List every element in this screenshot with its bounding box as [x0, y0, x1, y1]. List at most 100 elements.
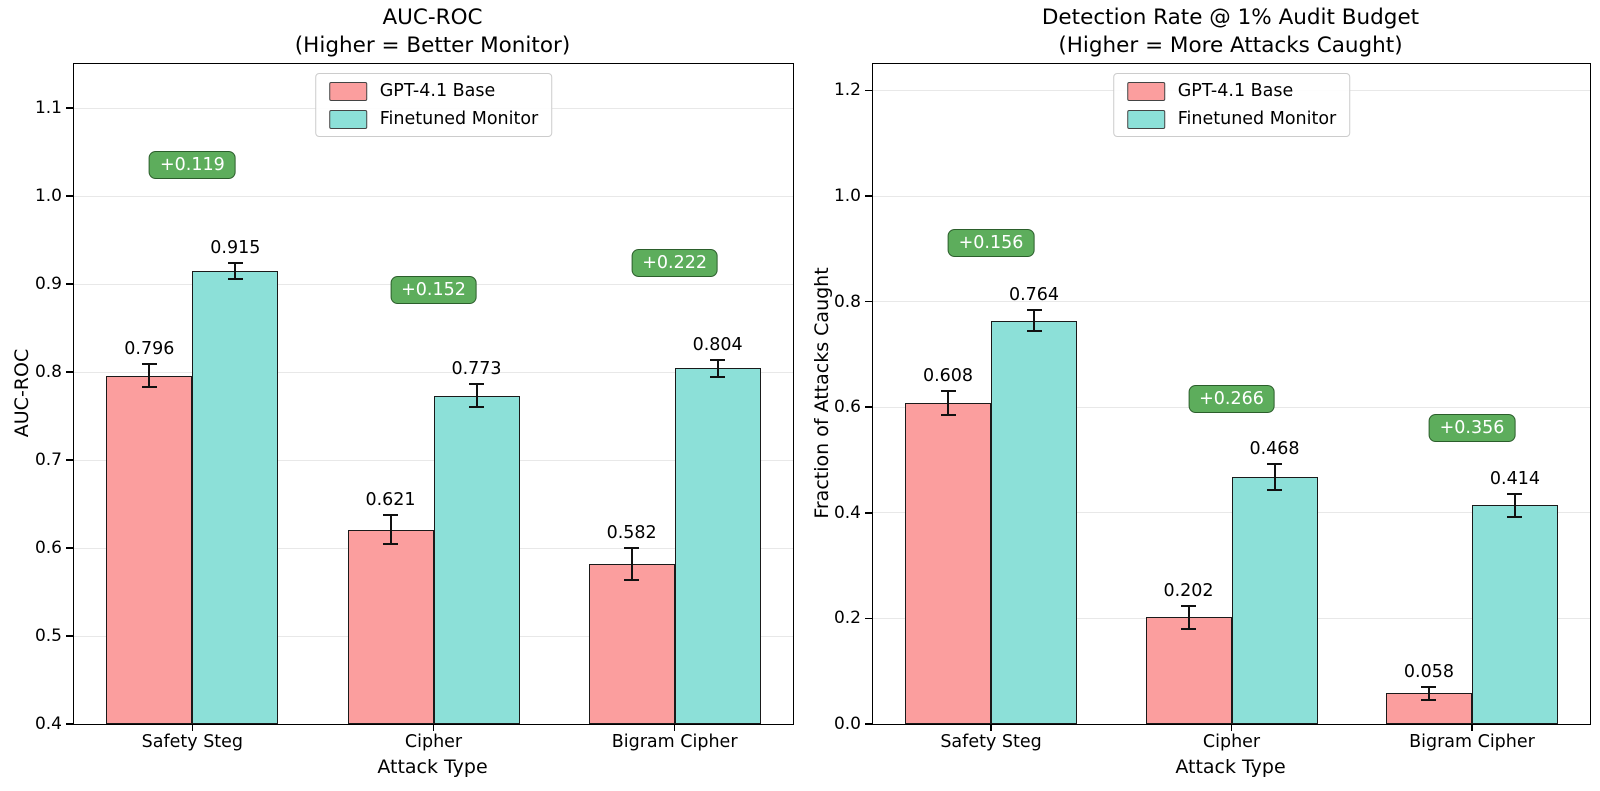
delta-badge: +0.266: [1188, 385, 1275, 414]
legend-item-finetuned: Finetuned Monitor: [328, 109, 539, 129]
error-bar: [1427, 687, 1430, 700]
y-tick-mark: [65, 107, 73, 109]
y-tick-mark: [864, 617, 872, 620]
x-tick-mark: [1230, 724, 1233, 731]
error-bar-cap-top: [1267, 462, 1282, 465]
y-tick-label: 0.8: [833, 291, 861, 312]
x-tick-label: Safety Steg: [940, 732, 1042, 752]
x-axis-label: Attack Type: [377, 756, 488, 778]
y-axis-label: Fraction of Attacks Caught: [811, 267, 833, 519]
legend-label-base: GPT-4.1 Base: [379, 81, 496, 101]
error-bar-cap-top: [141, 363, 157, 366]
delta-badge: +0.222: [631, 248, 719, 277]
gridline: [873, 406, 1590, 408]
error-bar-cap-top: [469, 383, 484, 386]
y-tick-mark: [864, 300, 872, 303]
x-tick-mark: [432, 724, 435, 731]
bar-finetuned-bigram-cipher: [1471, 505, 1558, 724]
delta-badge: +0.356: [1428, 413, 1516, 442]
bar-finetuned-bigram-cipher: [674, 368, 761, 724]
bar-value-label: 0.915: [210, 237, 261, 258]
error-bar: [1033, 310, 1036, 332]
plot-area-auc-roc: GPT-4.1 Base Finetuned Monitor 0.4 0.5 0.6…: [35, 63, 794, 752]
gridline: [873, 301, 1590, 303]
y-tick-mark: [65, 547, 73, 549]
gridline: [74, 283, 793, 285]
error-bar: [148, 364, 151, 387]
gridline: [873, 617, 1590, 619]
legend-item-finetuned: Finetuned Monitor: [1126, 109, 1337, 129]
legend-label-finetuned: Finetuned Monitor: [379, 109, 539, 129]
chart-title-line2: (Higher = Better Monitor): [294, 33, 571, 58]
legend-swatch-finetuned: [328, 109, 367, 129]
bar-base-safety-steg: [106, 375, 193, 724]
x-tick-label: Cipher: [1202, 732, 1261, 752]
error-bar: [234, 262, 237, 279]
x-tick-mark: [673, 724, 676, 731]
bar-finetuned-cipher: [433, 395, 520, 724]
y-tick-label: 0.4: [833, 502, 861, 523]
bar-finetuned-cipher: [1231, 476, 1318, 724]
y-tick-mark: [864, 512, 872, 514]
y-tick-mark: [65, 283, 73, 285]
y-tick-label: 1.0: [34, 186, 62, 206]
error-bar-cap-top: [1421, 686, 1437, 689]
x-tick-label: Bigram Cipher: [1409, 732, 1535, 752]
bar-value-label: 0.582: [606, 523, 657, 543]
gridline: [74, 635, 793, 637]
x-tick-mark: [990, 724, 992, 731]
error-bar-cap-top: [940, 389, 956, 392]
gridline: [74, 371, 793, 373]
bar-value-label: 0.621: [365, 489, 416, 510]
gridline: [74, 459, 793, 461]
delta-badge: +0.119: [148, 151, 236, 180]
error-bar-cap-bottom: [1026, 330, 1042, 333]
legend: GPT-4.1 Base Finetuned Monitor: [1112, 73, 1351, 137]
y-tick-label: 0.2: [833, 608, 861, 629]
error-bar: [1187, 605, 1190, 629]
error-bar-cap-bottom: [710, 376, 726, 379]
y-axis-label: AUC-ROC: [11, 348, 33, 438]
error-bar-cap-bottom: [469, 406, 484, 409]
y-tick-mark: [65, 635, 73, 637]
x-tick-label: Cipher: [404, 732, 463, 752]
bar-value-label: 0.608: [922, 365, 974, 386]
y-tick-label: 0.6: [34, 538, 62, 558]
error-bar-cap-bottom: [383, 543, 398, 546]
x-axis-label: Attack Type: [1175, 756, 1286, 778]
error-bar-cap-bottom: [1421, 698, 1437, 701]
error-bar-cap-bottom: [227, 277, 243, 280]
error-bar: [389, 514, 392, 545]
gridline: [74, 107, 793, 109]
legend-item-base: GPT-4.1 Base: [328, 81, 539, 101]
error-bar-cap-bottom: [940, 414, 956, 417]
error-bar: [630, 548, 633, 580]
x-tick-mark: [191, 724, 194, 731]
gridline: [74, 195, 793, 197]
chart-title-line2: (Higher = More Attacks Caught): [1058, 33, 1403, 58]
legend-label-base: GPT-4.1 Base: [1177, 81, 1294, 101]
y-tick-label: 1.1: [34, 98, 62, 118]
error-bar-cap-top: [1507, 492, 1523, 495]
plot-area-detection-rate: GPT-4.1 Base Finetuned Monitor 0.0 0.2 0.4…: [834, 63, 1591, 752]
legend: GPT-4.1 Base Finetuned Monitor: [314, 73, 553, 137]
legend-label-finetuned: Finetuned Monitor: [1177, 109, 1337, 129]
error-bar: [1513, 493, 1516, 517]
legend-swatch-finetuned: [1126, 109, 1165, 129]
bar-base-bigram-cipher: [588, 563, 675, 724]
y-tick-mark: [65, 459, 73, 461]
chart-title-line1: Detection Rate @ 1% Audit Budget: [1041, 5, 1420, 30]
error-bar-cap-top: [1026, 309, 1042, 312]
bar-finetuned-safety-steg: [991, 320, 1078, 724]
bar-finetuned-safety-steg: [192, 270, 279, 724]
x-tick-mark: [1471, 724, 1473, 731]
bar-value-label: 0.202: [1163, 580, 1214, 601]
error-bar: [1273, 463, 1276, 491]
y-tick-label: 0.4: [34, 714, 62, 734]
y-tick-mark: [65, 195, 73, 197]
bar-value-label: 0.773: [451, 359, 502, 380]
y-tick-label: 0.0: [833, 714, 861, 734]
bar-value-label: 0.058: [1403, 662, 1455, 683]
error-bar-cap-top: [227, 261, 243, 264]
